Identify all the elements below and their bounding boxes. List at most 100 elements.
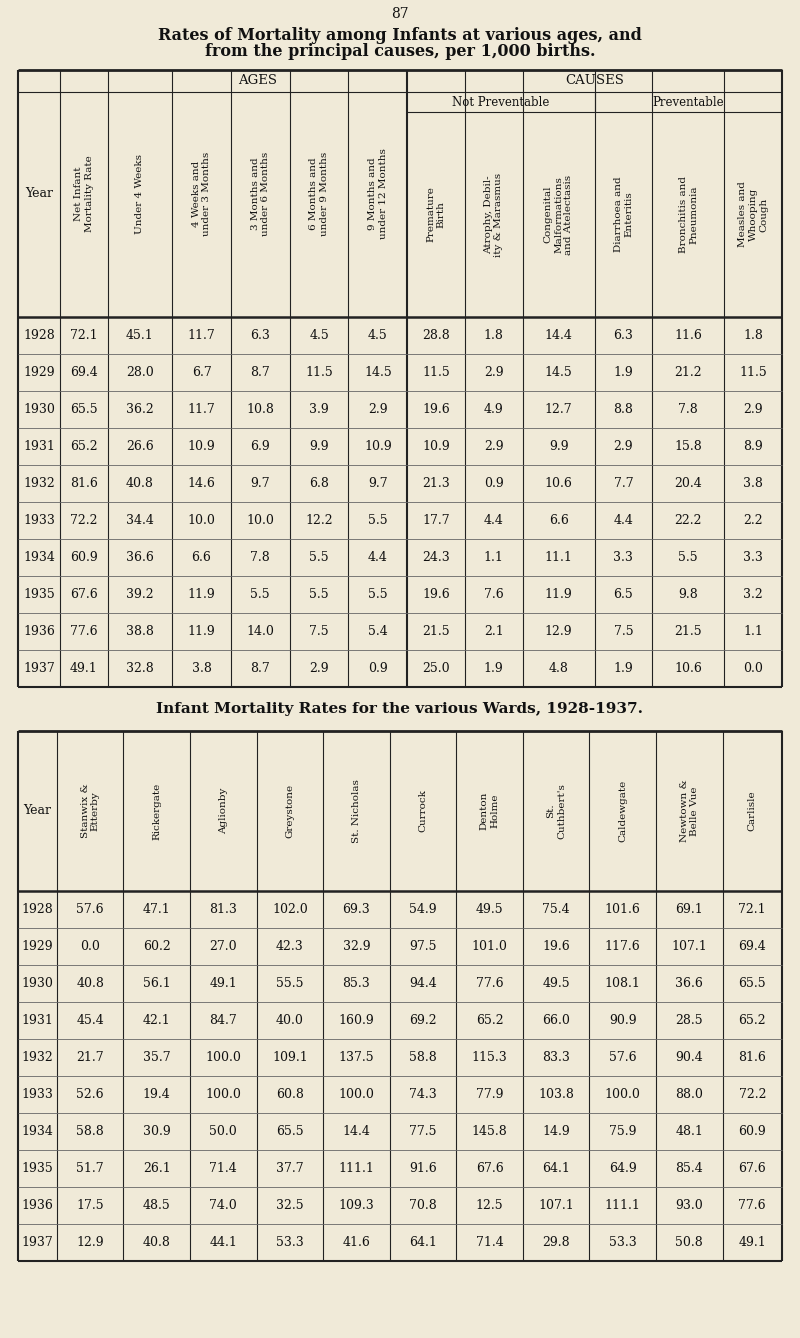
Text: 1931: 1931	[22, 1014, 54, 1028]
Text: 3.3: 3.3	[614, 551, 634, 565]
Text: 8.7: 8.7	[250, 367, 270, 379]
Text: Preventable: Preventable	[653, 95, 724, 108]
Text: 9.9: 9.9	[310, 440, 329, 454]
Text: 100.0: 100.0	[605, 1088, 641, 1101]
Text: 60.2: 60.2	[143, 941, 170, 953]
Text: 44.1: 44.1	[210, 1236, 238, 1248]
Text: 81.6: 81.6	[70, 478, 98, 490]
Text: 42.3: 42.3	[276, 941, 304, 953]
Text: 5.5: 5.5	[310, 551, 329, 565]
Text: 7.8: 7.8	[250, 551, 270, 565]
Text: 52.6: 52.6	[76, 1088, 104, 1101]
Text: Aglionby: Aglionby	[219, 788, 228, 834]
Text: 1.9: 1.9	[614, 367, 634, 379]
Text: 74.0: 74.0	[210, 1199, 238, 1212]
Text: 50.0: 50.0	[210, 1125, 238, 1139]
Text: 11.9: 11.9	[188, 625, 215, 638]
Text: 3.2: 3.2	[743, 587, 763, 601]
Text: 55.5: 55.5	[276, 977, 304, 990]
Text: 14.4: 14.4	[342, 1125, 370, 1139]
Text: 70.8: 70.8	[409, 1199, 437, 1212]
Text: 14.6: 14.6	[187, 478, 215, 490]
Text: 49.1: 49.1	[738, 1236, 766, 1248]
Text: 5.5: 5.5	[250, 587, 270, 601]
Text: Year: Year	[23, 804, 51, 818]
Text: 1932: 1932	[23, 478, 55, 490]
Text: 10.9: 10.9	[364, 440, 392, 454]
Text: 65.2: 65.2	[738, 1014, 766, 1028]
Text: 28.5: 28.5	[675, 1014, 703, 1028]
Text: 48.5: 48.5	[143, 1199, 170, 1212]
Text: 74.3: 74.3	[409, 1088, 437, 1101]
Text: 28.8: 28.8	[422, 329, 450, 343]
Text: 26.1: 26.1	[143, 1161, 170, 1175]
Text: 53.3: 53.3	[609, 1236, 637, 1248]
Text: 102.0: 102.0	[272, 903, 308, 917]
Text: 28.0: 28.0	[126, 367, 154, 379]
Text: 100.0: 100.0	[206, 1088, 242, 1101]
Text: 97.5: 97.5	[410, 941, 437, 953]
Text: 91.6: 91.6	[409, 1161, 437, 1175]
Text: 85.3: 85.3	[342, 977, 370, 990]
Text: 0.9: 0.9	[484, 478, 503, 490]
Text: 8.9: 8.9	[743, 440, 763, 454]
Text: 49.1: 49.1	[70, 662, 98, 674]
Text: 9.7: 9.7	[250, 478, 270, 490]
Text: 45.1: 45.1	[126, 329, 154, 343]
Text: 1935: 1935	[23, 587, 55, 601]
Text: 3.3: 3.3	[743, 551, 763, 565]
Text: 72.1: 72.1	[70, 329, 98, 343]
Text: 2.9: 2.9	[368, 403, 388, 416]
Text: 6.5: 6.5	[614, 587, 634, 601]
Text: 60.9: 60.9	[70, 551, 98, 565]
Text: Diarrhoea and
Enteritis: Diarrhoea and Enteritis	[614, 177, 633, 253]
Text: 81.3: 81.3	[210, 903, 238, 917]
Text: 71.4: 71.4	[210, 1161, 238, 1175]
Text: 11.9: 11.9	[188, 587, 215, 601]
Text: 4.5: 4.5	[309, 329, 329, 343]
Text: 2.9: 2.9	[743, 403, 763, 416]
Text: Measles and
Whooping
Cough: Measles and Whooping Cough	[738, 182, 768, 248]
Text: 77.6: 77.6	[70, 625, 98, 638]
Text: Denton
Holme: Denton Holme	[480, 792, 499, 830]
Text: 108.1: 108.1	[605, 977, 641, 990]
Text: 45.4: 45.4	[76, 1014, 104, 1028]
Text: 72.1: 72.1	[738, 903, 766, 917]
Text: 64.9: 64.9	[609, 1161, 637, 1175]
Text: 101.0: 101.0	[472, 941, 507, 953]
Text: Greystone: Greystone	[286, 784, 294, 838]
Text: 48.1: 48.1	[675, 1125, 703, 1139]
Text: 109.3: 109.3	[338, 1199, 374, 1212]
Text: 84.7: 84.7	[210, 1014, 238, 1028]
Text: 53.3: 53.3	[276, 1236, 304, 1248]
Text: 1937: 1937	[22, 1236, 54, 1248]
Text: 5.5: 5.5	[368, 514, 388, 527]
Text: 11.5: 11.5	[422, 367, 450, 379]
Text: 11.7: 11.7	[188, 403, 215, 416]
Text: 1937: 1937	[23, 662, 55, 674]
Text: 1928: 1928	[23, 329, 55, 343]
Text: 1.9: 1.9	[484, 662, 503, 674]
Text: 21.5: 21.5	[422, 625, 450, 638]
Text: 36.6: 36.6	[126, 551, 154, 565]
Text: 67.6: 67.6	[476, 1161, 503, 1175]
Text: 17.5: 17.5	[76, 1199, 104, 1212]
Text: 19.4: 19.4	[143, 1088, 170, 1101]
Text: 1936: 1936	[23, 625, 55, 638]
Text: 41.6: 41.6	[342, 1236, 370, 1248]
Text: 42.1: 42.1	[143, 1014, 170, 1028]
Text: 1930: 1930	[23, 403, 55, 416]
Text: 10.0: 10.0	[187, 514, 215, 527]
Text: 21.7: 21.7	[76, 1052, 104, 1064]
Text: 50.8: 50.8	[675, 1236, 703, 1248]
Text: 7.7: 7.7	[614, 478, 634, 490]
Text: 85.4: 85.4	[675, 1161, 703, 1175]
Text: 1.1: 1.1	[484, 551, 504, 565]
Text: 58.8: 58.8	[409, 1052, 437, 1064]
Text: 60.9: 60.9	[738, 1125, 766, 1139]
Text: Stanwix &
Etterby: Stanwix & Etterby	[81, 784, 100, 839]
Text: 4.4: 4.4	[484, 514, 504, 527]
Text: 101.6: 101.6	[605, 903, 641, 917]
Text: 7.8: 7.8	[678, 403, 698, 416]
Text: 69.1: 69.1	[675, 903, 703, 917]
